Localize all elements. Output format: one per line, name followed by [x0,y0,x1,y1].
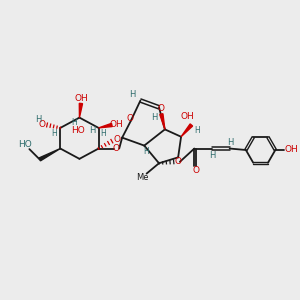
Text: O: O [193,167,200,176]
Text: H: H [143,147,148,156]
Text: O: O [158,104,165,113]
Text: H: H [100,129,106,138]
Text: H: H [209,151,215,160]
Polygon shape [99,123,112,128]
Text: OH: OH [74,94,88,103]
Text: OH: OH [285,146,298,154]
Polygon shape [160,114,165,129]
Text: H: H [227,137,233,146]
Polygon shape [79,103,82,118]
Text: H: H [71,118,77,127]
Text: H: H [194,126,200,135]
Text: H: H [129,90,135,99]
Text: H: H [51,129,57,138]
Text: OH: OH [181,112,194,121]
Text: O: O [175,157,182,166]
Text: H: H [88,126,95,135]
Text: HO: HO [18,140,32,148]
Text: H: H [35,115,41,124]
Text: HO: HO [71,126,85,135]
Text: O: O [113,144,120,153]
Text: H: H [152,112,158,122]
Text: O: O [127,114,134,123]
Text: O: O [38,121,46,130]
Polygon shape [39,148,60,161]
Polygon shape [181,124,193,137]
Text: Me: Me [136,173,149,182]
Text: O: O [113,135,120,144]
Text: OH: OH [110,121,123,130]
